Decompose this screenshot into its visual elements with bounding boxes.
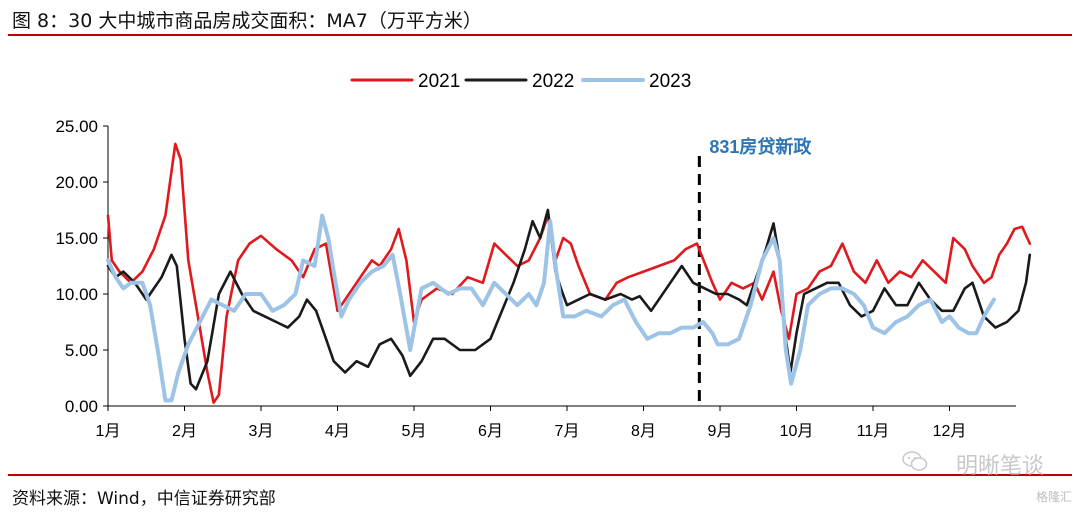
y-tick-label: 0.00 [65,397,98,416]
x-tick-label: 9月 [708,423,733,440]
brand-logo: 格隆汇 [1035,490,1072,504]
legend-label-2021: 2021 [418,71,460,92]
line-chart: 2021 2022 2023 0.00 5.00 10.00 15.00 20.00 25.0… [55,71,1032,440]
policy-annotation-label: 831房贷新政 [709,136,812,157]
x-tick-label: 3月 [249,423,274,440]
x-tick-label: 5月 [402,423,427,440]
y-tick-label: 25.00 [55,117,98,136]
title-divider [8,34,1072,36]
series-lines [106,142,1032,404]
x-tick-label: 10月 [780,423,814,440]
policy-marker: 831房贷新政 [697,136,812,402]
x-tick-label: 12月 [933,423,967,440]
x-tick-label: 4月 [325,423,350,440]
x-tick-label: 2月 [172,423,197,440]
chart-title: 图 8：30 大中城市商品房成交面积：MA7（万平方米） [12,10,482,32]
legend: 2021 2022 2023 [350,71,691,92]
y-axis: 0.00 5.00 10.00 15.00 20.00 25.00 [55,117,109,416]
y-tick-label: 10.00 [55,285,98,304]
x-axis: 1月 2月 3月 4月 5月 6月 7月 8月 9月 10月 11月 12月 [96,405,1016,440]
x-tick-label: 7月 [555,423,580,440]
footer-divider [8,474,1072,476]
y-tick-label: 15.00 [55,229,98,248]
x-tick-label: 1月 [96,423,121,440]
watermark-text: 明晰笔谈 [955,454,1044,479]
x-tick-label: 11月 [857,423,890,440]
source-note: 资料来源：Wind，中信证券研究部 [12,489,276,509]
series-line-2023 [106,213,996,403]
x-tick-label: 6月 [478,423,503,440]
series-line-2022 [106,208,1032,391]
y-tick-label: 20.00 [55,173,98,192]
x-tick-label: 8月 [631,423,656,440]
series-line-2021 [106,142,1032,404]
wechat-icon [902,451,928,471]
y-tick-label: 5.00 [65,341,98,360]
legend-label-2022: 2022 [532,71,574,92]
legend-label-2023: 2023 [649,71,691,92]
